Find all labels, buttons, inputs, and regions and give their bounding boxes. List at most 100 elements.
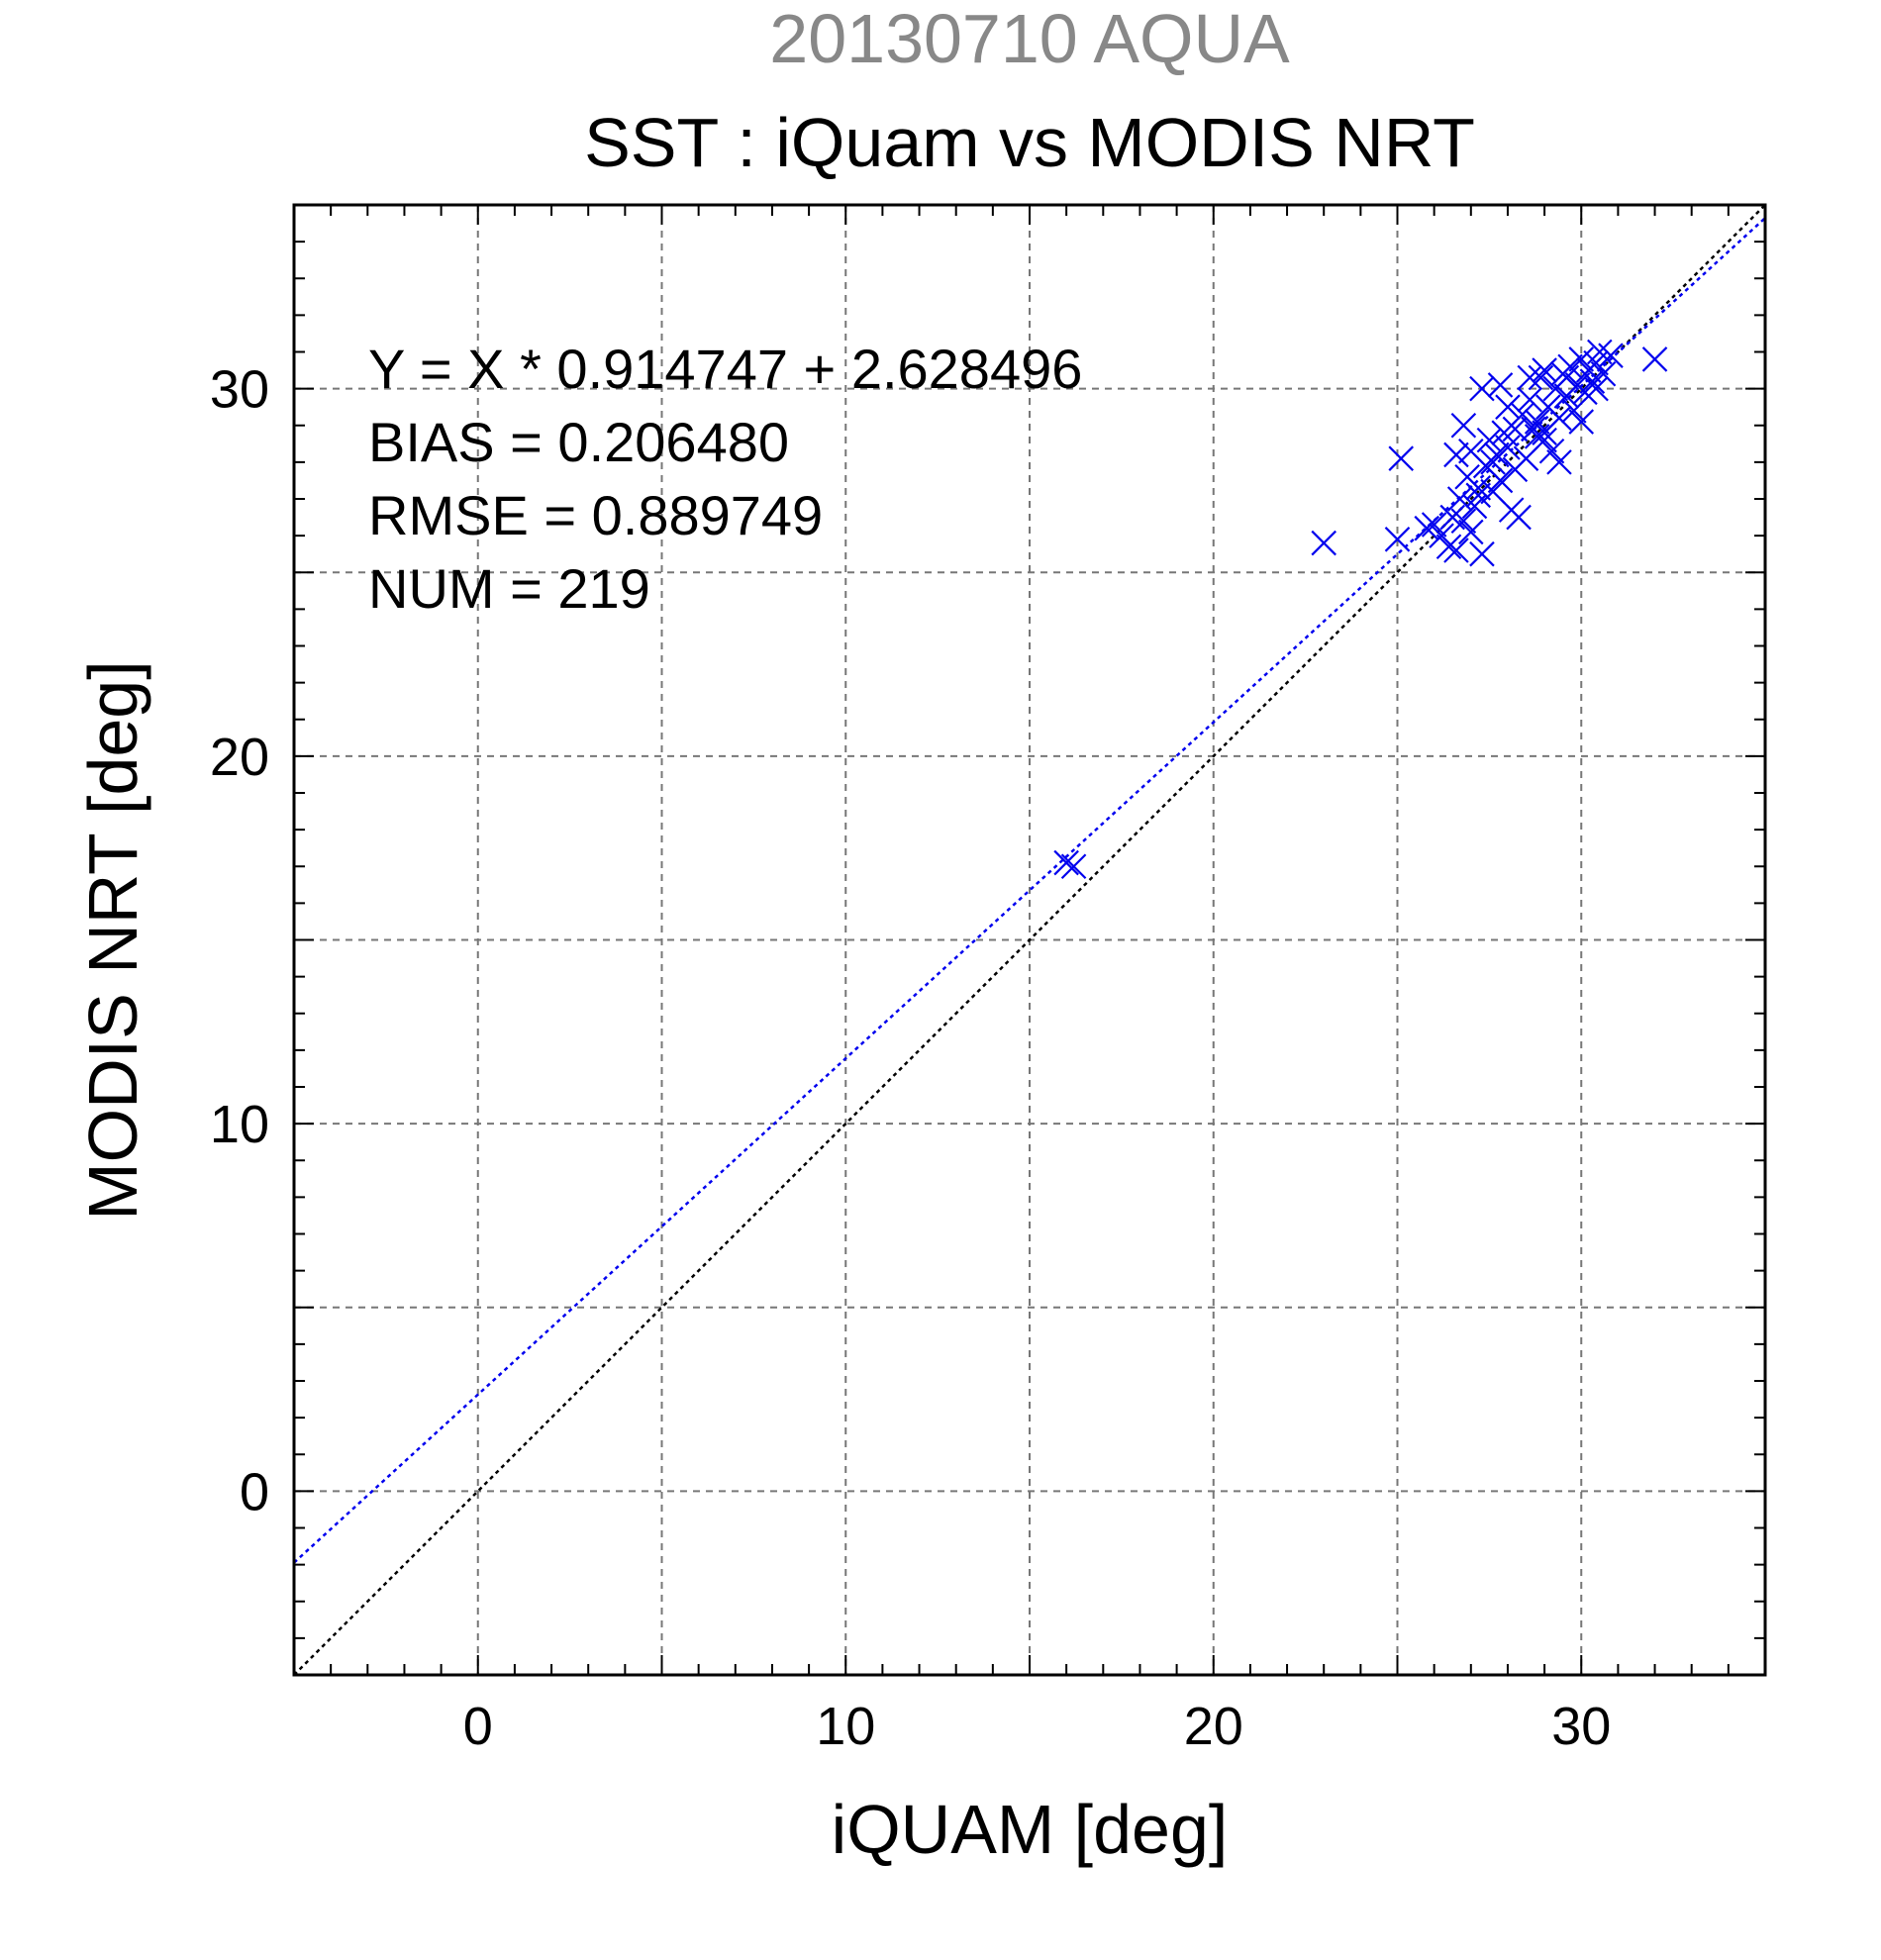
point-marker bbox=[1458, 519, 1484, 545]
point-marker bbox=[1421, 512, 1447, 538]
point-marker bbox=[1450, 508, 1477, 535]
data-point bbox=[1532, 427, 1557, 453]
point-marker bbox=[1598, 343, 1624, 368]
x-tick-label: 0 bbox=[463, 1697, 493, 1756]
point-marker bbox=[1450, 412, 1477, 439]
point-marker bbox=[1060, 853, 1087, 880]
data-point bbox=[1532, 357, 1557, 383]
point-marker bbox=[1458, 438, 1484, 464]
point-marker bbox=[1528, 364, 1554, 391]
point-marker bbox=[1568, 409, 1595, 435]
chart-date-title: 20130710 AQUA bbox=[769, 0, 1290, 77]
data-point bbox=[1510, 401, 1535, 428]
data-point bbox=[1450, 412, 1477, 439]
rmse-value: RMSE = 0.889749 bbox=[368, 484, 823, 546]
point-marker bbox=[1311, 530, 1336, 556]
data-point bbox=[1532, 420, 1557, 445]
data-point bbox=[1553, 364, 1580, 391]
data-point bbox=[1528, 364, 1554, 391]
point-marker bbox=[1561, 398, 1587, 424]
y-tick-label: 30 bbox=[210, 360, 269, 420]
data-point bbox=[1561, 398, 1587, 424]
chart-title: SST : iQuam vs MODIS NRT bbox=[584, 104, 1475, 181]
x-tick-label: 20 bbox=[1184, 1697, 1243, 1756]
data-point bbox=[1524, 424, 1550, 449]
tick-labels: 0 10 20 30 0 10 20 30 bbox=[210, 360, 1611, 1756]
data-point bbox=[1546, 449, 1572, 475]
y-tick-label: 10 bbox=[210, 1095, 269, 1154]
point-marker bbox=[1553, 364, 1580, 391]
data-point bbox=[1421, 512, 1447, 538]
data-point bbox=[1414, 515, 1439, 541]
point-marker bbox=[1465, 482, 1492, 509]
y-axis-label: MODIS NRT [deg] bbox=[74, 660, 151, 1220]
fit-equation: Y = X * 0.914747 + 2.628496 bbox=[368, 338, 1082, 400]
point-marker bbox=[1532, 427, 1557, 453]
data-point bbox=[1458, 438, 1484, 464]
data-point bbox=[1443, 538, 1469, 563]
data-point bbox=[1469, 375, 1495, 402]
point-marker bbox=[1469, 375, 1495, 402]
data-point bbox=[1502, 416, 1529, 442]
y-tick-label: 20 bbox=[210, 728, 269, 787]
data-point bbox=[1583, 375, 1609, 402]
reference-lines bbox=[293, 204, 1766, 1676]
point-marker bbox=[1546, 449, 1572, 475]
point-marker bbox=[1532, 420, 1557, 445]
data-point bbox=[1568, 346, 1595, 372]
data-point bbox=[1436, 534, 1462, 560]
data-point bbox=[1060, 853, 1087, 880]
data-point bbox=[1465, 482, 1492, 509]
x-tick-label: 10 bbox=[816, 1697, 875, 1756]
point-marker bbox=[1443, 441, 1469, 468]
point-marker bbox=[1414, 515, 1439, 541]
point-marker bbox=[1532, 357, 1557, 383]
point-marker bbox=[1510, 401, 1535, 428]
point-marker bbox=[1469, 540, 1495, 567]
point-marker bbox=[1524, 424, 1550, 449]
data-point bbox=[1598, 343, 1624, 368]
num-value: NUM = 219 bbox=[368, 557, 650, 620]
point-marker bbox=[1517, 386, 1543, 413]
point-marker bbox=[1443, 538, 1469, 563]
data-point bbox=[1517, 386, 1543, 413]
data-point bbox=[1506, 504, 1532, 531]
data-point bbox=[1517, 364, 1543, 391]
data-point bbox=[1388, 445, 1414, 471]
point-marker bbox=[1436, 534, 1462, 560]
data-point bbox=[1484, 441, 1510, 468]
data-point bbox=[1590, 360, 1617, 387]
data-point bbox=[1469, 540, 1495, 567]
data-point bbox=[1443, 441, 1469, 468]
x-tick-label: 30 bbox=[1551, 1697, 1611, 1756]
data-points bbox=[1053, 339, 1668, 880]
y-tick-label: 0 bbox=[240, 1462, 269, 1521]
point-marker bbox=[1568, 346, 1595, 372]
stats-annotation: Y = X * 0.914747 + 2.628496 BIAS = 0.206… bbox=[368, 338, 1082, 620]
point-marker bbox=[1495, 394, 1521, 420]
point-marker bbox=[1384, 527, 1411, 552]
x-axis-label: iQUAM [deg] bbox=[832, 1791, 1229, 1868]
point-marker bbox=[1465, 475, 1492, 501]
data-point bbox=[1476, 427, 1503, 453]
point-marker bbox=[1502, 416, 1529, 442]
point-marker bbox=[1388, 445, 1414, 471]
point-marker bbox=[1517, 364, 1543, 391]
point-marker bbox=[1487, 372, 1514, 398]
data-point bbox=[1458, 519, 1484, 545]
bias-value: BIAS = 0.206480 bbox=[368, 411, 789, 473]
identity-line bbox=[293, 204, 1766, 1676]
point-marker bbox=[1590, 360, 1617, 387]
plot-frame bbox=[292, 203, 1767, 1677]
data-point bbox=[1480, 449, 1506, 475]
data-point bbox=[1487, 372, 1514, 398]
point-marker bbox=[1484, 441, 1510, 468]
data-point bbox=[1568, 409, 1595, 435]
minor-ticks bbox=[294, 205, 1765, 1675]
data-point bbox=[1053, 849, 1079, 876]
data-point bbox=[1487, 467, 1514, 494]
point-marker bbox=[1583, 375, 1609, 402]
point-marker bbox=[1487, 467, 1514, 494]
data-point bbox=[1641, 346, 1668, 372]
